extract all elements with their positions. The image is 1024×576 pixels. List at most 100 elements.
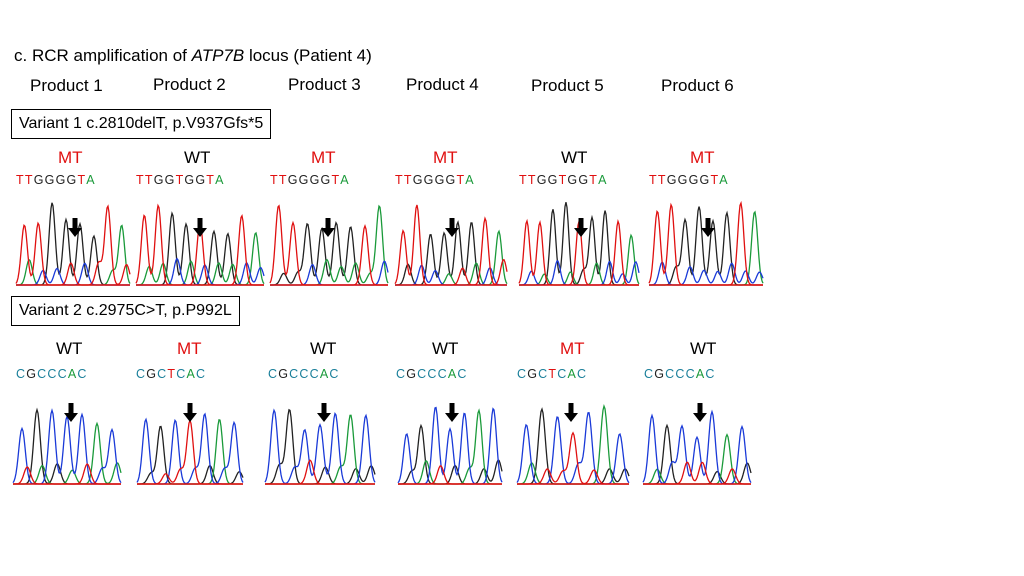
trace-c <box>264 408 376 485</box>
base-letter: G <box>66 173 78 187</box>
trace-c <box>642 409 752 485</box>
base-letter: T <box>558 173 568 187</box>
variant-2-product-4-sequence: CGCCCAC <box>396 367 468 381</box>
base-letter: G <box>412 173 424 187</box>
base-letter: A <box>447 367 458 381</box>
variant-1-product-3-arrow-icon <box>321 218 335 237</box>
base-letter: A <box>215 173 225 187</box>
base-letter: G <box>666 173 678 187</box>
base-letter: T <box>403 173 413 187</box>
product-label-1: Product 1 <box>30 76 103 95</box>
base-letter: C <box>437 367 448 381</box>
trace-c <box>136 412 244 485</box>
variant-2-product-5-status: MT <box>560 339 585 358</box>
base-letter: C <box>705 367 716 381</box>
base-letter: G <box>654 367 666 381</box>
base-letter: C <box>329 367 340 381</box>
base-letter: A <box>719 173 729 187</box>
base-letter: T <box>456 173 466 187</box>
base-letter: G <box>320 173 332 187</box>
trace-t <box>15 204 131 286</box>
variant-2-product-1-sequence: CGCCCAC <box>16 367 88 381</box>
base-letter: G <box>26 367 38 381</box>
base-letter: C <box>16 367 27 381</box>
base-letter: T <box>657 173 667 187</box>
base-letter: G <box>309 173 321 187</box>
base-letter: T <box>270 173 279 187</box>
base-letter: G <box>406 367 418 381</box>
base-letter: T <box>649 173 658 187</box>
base-letter: A <box>598 173 608 187</box>
variant-2-product-3-arrow-icon <box>317 403 331 422</box>
variant-1-product-1-chromatogram <box>15 202 131 286</box>
base-letter: T <box>167 367 177 381</box>
base-letter: C <box>176 367 187 381</box>
variant-1-product-1-sequence: TTGGGGTA <box>16 173 96 187</box>
variant-2-product-3-chromatogram <box>264 408 376 485</box>
base-letter: A <box>465 173 475 187</box>
variant-1-product-1-arrow-icon <box>68 218 82 237</box>
base-letter: C <box>37 367 48 381</box>
base-letter: C <box>557 367 568 381</box>
variant-1-product-6-arrow-icon <box>701 218 715 237</box>
variant-1-label: Variant 1 c.2810delT, p.V937Gfs*5 <box>11 109 272 139</box>
variant-2-product-3-sequence: CGCCCAC <box>268 367 340 381</box>
base-letter: T <box>710 173 720 187</box>
variant-1-product-4-sequence: TTGGGGTA <box>395 173 475 187</box>
base-letter: C <box>517 367 528 381</box>
base-letter: G <box>195 173 207 187</box>
variant-2-product-6-status: WT <box>690 339 717 358</box>
base-letter: T <box>24 173 34 187</box>
base-letter: C <box>309 367 320 381</box>
base-letter: G <box>55 173 67 187</box>
base-letter: G <box>434 173 446 187</box>
base-letter: T <box>77 173 87 187</box>
base-letter: C <box>644 367 655 381</box>
variant-2-product-1-arrow-icon <box>64 403 78 422</box>
variant-1-product-3-sequence: TTGGGGTA <box>270 173 350 187</box>
variant-2-product-4-status: WT <box>432 339 459 358</box>
base-letter: C <box>396 367 407 381</box>
variant-1-product-1-status: MT <box>58 148 83 167</box>
trace-t <box>394 204 508 286</box>
variant-1-product-2-status: WT <box>184 148 211 167</box>
figure-title: c. RCR amplification of ATP7B locus (Pat… <box>14 46 372 66</box>
variant-2-product-3-status: WT <box>310 339 337 358</box>
base-letter: C <box>675 367 686 381</box>
base-letter: A <box>67 367 78 381</box>
base-letter: G <box>164 173 176 187</box>
base-letter: G <box>287 173 299 187</box>
base-letter: A <box>319 367 330 381</box>
base-letter: C <box>77 367 88 381</box>
base-letter: T <box>175 173 185 187</box>
product-label-6: Product 6 <box>661 76 734 95</box>
base-letter: T <box>519 173 528 187</box>
base-letter: C <box>268 367 279 381</box>
variant-2-product-5-sequence: CGCTCAC <box>517 367 587 381</box>
base-letter: A <box>695 367 706 381</box>
base-letter: C <box>196 367 207 381</box>
trace-c <box>649 261 764 286</box>
variant-1-product-3-status: MT <box>311 148 336 167</box>
base-letter: C <box>685 367 696 381</box>
base-letter: T <box>16 173 25 187</box>
variant-1-product-2-sequence: TTGGTGGTA <box>136 173 225 187</box>
title-suffix: locus (Patient 4) <box>244 46 372 65</box>
base-letter: C <box>47 367 58 381</box>
base-letter: C <box>157 367 168 381</box>
trace-t <box>137 418 243 485</box>
variant-2-product-6-sequence: CGCCCAC <box>644 367 716 381</box>
base-letter: T <box>206 173 216 187</box>
variant-2-product-6-arrow-icon <box>693 403 707 422</box>
base-letter: C <box>136 367 147 381</box>
base-letter: C <box>289 367 300 381</box>
base-letter: G <box>536 173 548 187</box>
variant-2-product-5-arrow-icon <box>564 403 578 422</box>
base-letter: T <box>548 367 558 381</box>
variant-2-product-2-arrow-icon <box>183 403 197 422</box>
base-letter: A <box>567 367 578 381</box>
variant-2-product-4-arrow-icon <box>445 403 459 422</box>
variant-1-product-4-status: MT <box>433 148 458 167</box>
base-letter: A <box>340 173 350 187</box>
variant-2-product-2-chromatogram <box>136 412 244 485</box>
